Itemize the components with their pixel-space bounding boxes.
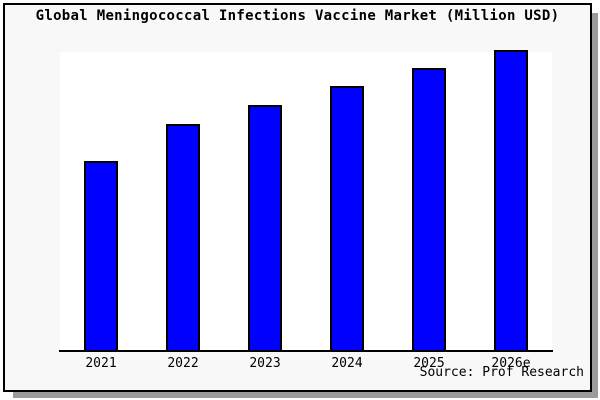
bar-2025 <box>412 68 446 350</box>
bar-slot-2026e <box>470 50 552 350</box>
source-note: Source: Prof Research <box>419 365 584 380</box>
x-tick-label-2025: 2025 <box>413 356 445 371</box>
x-tick-label-2024: 2024 <box>331 356 363 371</box>
x-tick-label-2023: 2023 <box>249 356 281 371</box>
plot-area <box>60 50 552 350</box>
bar-slot-2025 <box>388 52 470 350</box>
x-tick-label-2021: 2021 <box>85 356 117 371</box>
chart-title: Global Meningococcal Infections Vaccine … <box>35 8 560 24</box>
bar-2024 <box>330 86 364 350</box>
x-axis-labels: 2021 2022 2023 2024 2025 2026e <box>60 357 552 371</box>
bar-2021 <box>84 161 118 350</box>
bar-slot-2023 <box>224 52 306 350</box>
bar-2023 <box>248 105 282 350</box>
x-tick-label-2026e: 2026e <box>491 356 531 371</box>
x-tick-label-2022: 2022 <box>167 356 199 371</box>
bar-2022 <box>166 124 200 350</box>
bar-slot-2024 <box>306 52 388 350</box>
chart-panel: Global Meningococcal Infections Vaccine … <box>3 3 592 392</box>
bar-2026e <box>494 50 528 350</box>
x-axis-line <box>59 350 553 352</box>
bar-slot-2021 <box>60 52 142 350</box>
bar-slot-2022 <box>142 52 224 350</box>
bars <box>60 50 552 350</box>
